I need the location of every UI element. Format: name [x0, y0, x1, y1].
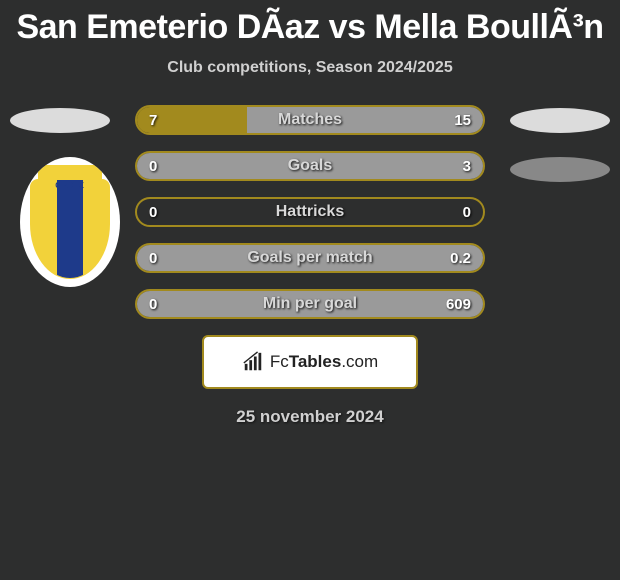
stat-label: Min per goal [137, 291, 483, 317]
stat-value-right: 3 [463, 153, 471, 179]
brand-prefix: Fc [270, 352, 289, 371]
stat-row: 0 3Goals [135, 151, 485, 181]
stat-row: 0 0.2Goals per match [135, 243, 485, 273]
crest-shape: CADIZ [20, 157, 120, 287]
stat-value-right: 0 [463, 199, 471, 225]
stat-row: 7 15Matches [135, 105, 485, 135]
stat-value-right: 609 [446, 291, 471, 317]
stat-value-right: 15 [454, 107, 471, 133]
brand-suffix: .com [341, 352, 378, 371]
season-subtitle: Club competitions, Season 2024/2025 [0, 59, 620, 77]
page-title: San Emeterio DÃ­az vs Mella BoullÃ³n [0, 0, 620, 47]
stat-value-left: 0 [149, 199, 157, 225]
brand-bold: Tables [289, 352, 342, 371]
stat-label: Hattricks [137, 199, 483, 225]
source-brand: FcTables.com [270, 352, 378, 372]
snapshot-date: 25 november 2024 [0, 407, 620, 427]
chart-icon [242, 351, 264, 373]
player1-club-crest: CADIZ [20, 157, 120, 287]
stat-label: Goals [137, 153, 483, 179]
stat-value-left: 0 [149, 153, 157, 179]
player1-badge-placeholder [10, 108, 110, 133]
stat-label: Matches [137, 107, 483, 133]
stat-row: 0 0Hattricks [135, 197, 485, 227]
player2-badge-placeholder-2 [510, 157, 610, 182]
stats-list: 715Matches03Goals00Hattricks00.2Goals pe… [135, 105, 485, 319]
source-badge: FcTables.com [202, 335, 418, 389]
stat-label: Goals per match [137, 245, 483, 271]
stat-row: 0 609Min per goal [135, 289, 485, 319]
comparison-content: CADIZ 715Matches03Goals00Hattricks00.2Go… [0, 105, 620, 427]
stat-value-left: 7 [149, 107, 157, 133]
stat-value-left: 0 [149, 245, 157, 271]
crest-label: CADIZ [20, 181, 120, 190]
crest-shield [30, 179, 110, 279]
player2-badge-placeholder-1 [510, 108, 610, 133]
stat-value-left: 0 [149, 291, 157, 317]
stat-value-right: 0.2 [450, 245, 471, 271]
